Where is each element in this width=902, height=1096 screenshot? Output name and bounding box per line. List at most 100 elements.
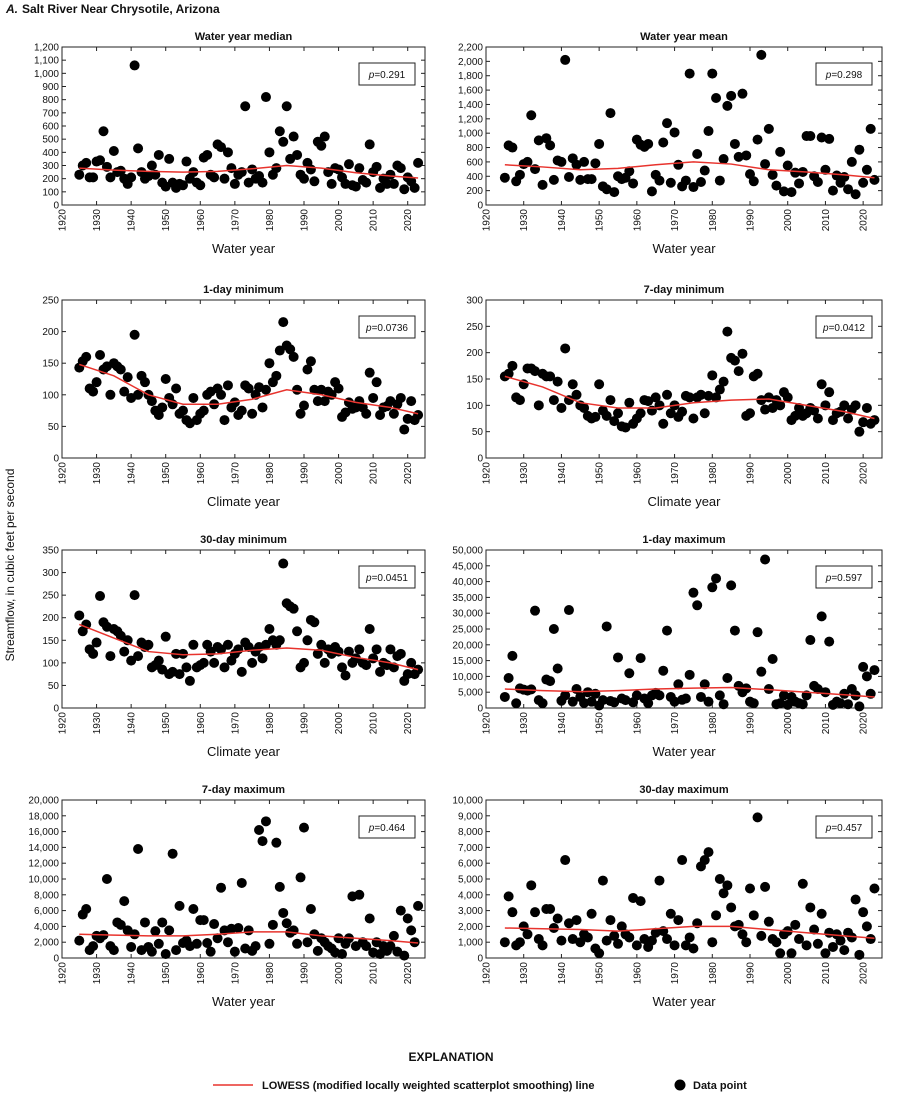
data-point: [850, 894, 861, 905]
data-point: [613, 408, 623, 419]
data-point: [174, 900, 185, 911]
data-point: [865, 123, 876, 134]
p-value-box: [358, 815, 416, 839]
data-point: [605, 395, 616, 406]
data-point: [609, 697, 620, 708]
data-point: [105, 172, 116, 183]
data-point: [733, 366, 744, 377]
data-point: [729, 355, 740, 366]
data-point: [699, 679, 710, 690]
data-point: [299, 173, 309, 184]
data-point: [178, 648, 188, 659]
y-tick-label: 0: [53, 201, 59, 212]
data-point: [669, 696, 680, 707]
data-point: [229, 946, 240, 957]
panel-title: 7-day maximum: [202, 784, 285, 796]
p-symbol: p: [822, 323, 829, 334]
data-point: [95, 155, 106, 166]
data-point: [760, 404, 771, 415]
data-point: [552, 376, 563, 387]
data-point: [748, 176, 759, 187]
x-tick-label: 1930: [519, 712, 530, 735]
y-tick-label: 8,000: [34, 890, 59, 901]
data-point: [305, 904, 316, 915]
y-tick-label: 10,000: [452, 672, 483, 683]
data-point: [385, 169, 396, 180]
lowess-line: [79, 931, 419, 944]
data-point: [354, 889, 365, 900]
data-point: [181, 156, 192, 167]
data-point: [805, 902, 816, 913]
data-point: [146, 946, 157, 957]
x-tick-label: 2020: [403, 209, 414, 232]
x-tick-label: 2000: [334, 209, 345, 232]
data-point: [586, 908, 597, 919]
x-tick-label: 1960: [632, 712, 643, 735]
data-point: [722, 672, 733, 683]
data-point: [752, 812, 763, 823]
data-point: [198, 915, 209, 926]
x-tick-label: 2000: [334, 712, 345, 735]
y-tick-label: 0: [53, 454, 59, 465]
data-point: [178, 180, 188, 191]
data-point: [413, 900, 424, 911]
data-point: [794, 934, 805, 945]
data-point: [820, 948, 831, 959]
data-point: [195, 180, 206, 191]
data-point: [552, 663, 563, 674]
y-tick-label: 200: [466, 348, 483, 359]
panel-title: Water year mean: [640, 31, 728, 43]
legend-title: EXPLANATION: [408, 1050, 493, 1064]
y-tick-label: 100: [42, 187, 59, 198]
data-point: [105, 651, 116, 662]
data-point: [850, 400, 861, 411]
data-point: [312, 648, 323, 659]
x-tick-label: 1950: [595, 209, 606, 232]
data-point: [160, 374, 171, 384]
data-point: [650, 392, 661, 403]
data-point: [718, 888, 729, 899]
y-tick-label: 250: [42, 296, 59, 307]
data-point: [274, 126, 285, 137]
data-point: [337, 949, 348, 960]
data-point: [586, 174, 597, 185]
data-point: [188, 639, 199, 650]
data-point: [839, 400, 850, 411]
data-point: [835, 935, 846, 946]
data-point: [388, 408, 399, 419]
data-point: [737, 929, 748, 940]
data-point: [771, 180, 782, 191]
data-point: [662, 118, 673, 129]
data-point: [601, 410, 612, 421]
p-value-number: =0.464: [374, 823, 405, 834]
y-tick-label: 600: [42, 122, 59, 133]
x-tick-label: 1950: [595, 462, 606, 485]
data-point: [264, 358, 275, 369]
x-tick-label: 2020: [403, 462, 414, 485]
data-point: [371, 644, 382, 655]
data-point: [243, 925, 254, 936]
data-point: [247, 408, 258, 419]
y-tick-label: 50: [48, 681, 60, 692]
data-point: [579, 402, 590, 413]
data-point: [692, 600, 703, 611]
data-point: [631, 940, 642, 951]
data-point: [264, 938, 275, 949]
data-point: [737, 88, 748, 99]
data-point: [395, 392, 406, 403]
data-point: [499, 937, 510, 948]
y-tick-label: 100: [466, 401, 483, 412]
data-point: [375, 410, 386, 421]
data-point: [548, 395, 559, 406]
data-point: [507, 650, 518, 661]
data-point: [288, 351, 299, 362]
data-point: [354, 644, 365, 655]
data-point: [95, 591, 106, 602]
data-point: [703, 847, 714, 858]
data-point: [198, 657, 209, 668]
data-point: [350, 181, 361, 192]
y-tick-label: 15,000: [452, 656, 483, 667]
data-point: [333, 383, 344, 394]
data-point: [115, 364, 126, 375]
y-tick-label: 300: [42, 568, 59, 579]
